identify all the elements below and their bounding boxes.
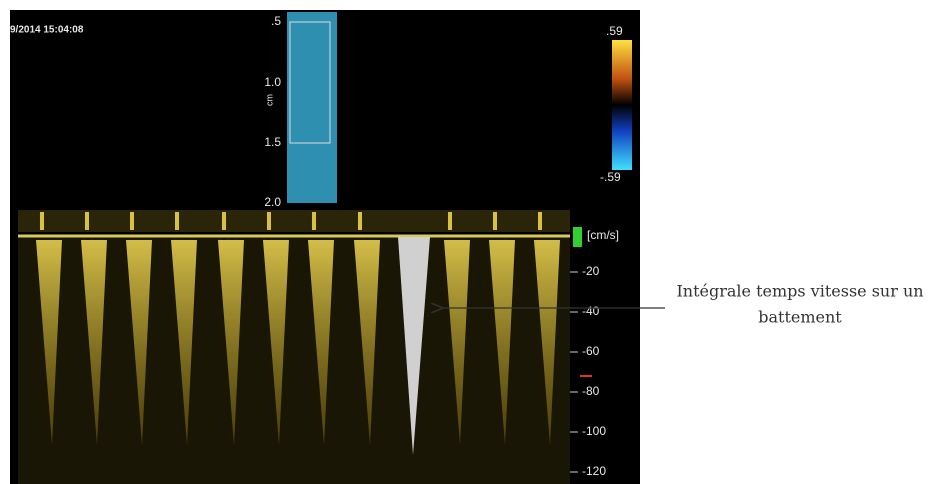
depth-unit: cm [264, 94, 274, 106]
scale-label: -120 [582, 464, 606, 478]
spike [308, 240, 334, 445]
color-bar-min: -.59 [600, 170, 621, 184]
depth-label: .5 [271, 14, 281, 28]
spike [263, 240, 289, 445]
ecg-strip [18, 210, 570, 232]
color-doppler-box [287, 12, 337, 203]
spike [489, 240, 515, 445]
spike [218, 240, 244, 445]
doppler-area [18, 236, 570, 484]
spike [81, 240, 107, 445]
scale-label: -40 [582, 304, 600, 318]
scale-label: -80 [582, 384, 600, 398]
spike [36, 240, 62, 445]
marker [573, 227, 582, 247]
spike [354, 240, 380, 445]
spike [444, 240, 470, 445]
depth-label: 1.5 [264, 135, 281, 149]
timestamp: 9/2014 15:04:08 [10, 25, 84, 36]
annotation-line: battement [758, 308, 842, 327]
sample-box [289, 21, 331, 144]
scale-label: -60 [582, 344, 600, 358]
color-bar-max: .59 [606, 24, 623, 38]
scale-label: -100 [582, 424, 606, 438]
spike [534, 240, 560, 445]
doppler-waveform [36, 212, 560, 445]
depth-label: 1.0 [264, 75, 281, 89]
color-bar [612, 40, 632, 170]
spike [126, 240, 152, 445]
depth-label: 2.0 [264, 195, 281, 209]
velocity-unit: [cm/s] [587, 228, 619, 242]
scale-label: -20 [582, 264, 600, 278]
vti-highlight [398, 237, 430, 455]
annotation-line: Intégrale temps vitesse sur un [676, 282, 923, 301]
spike [171, 240, 197, 445]
